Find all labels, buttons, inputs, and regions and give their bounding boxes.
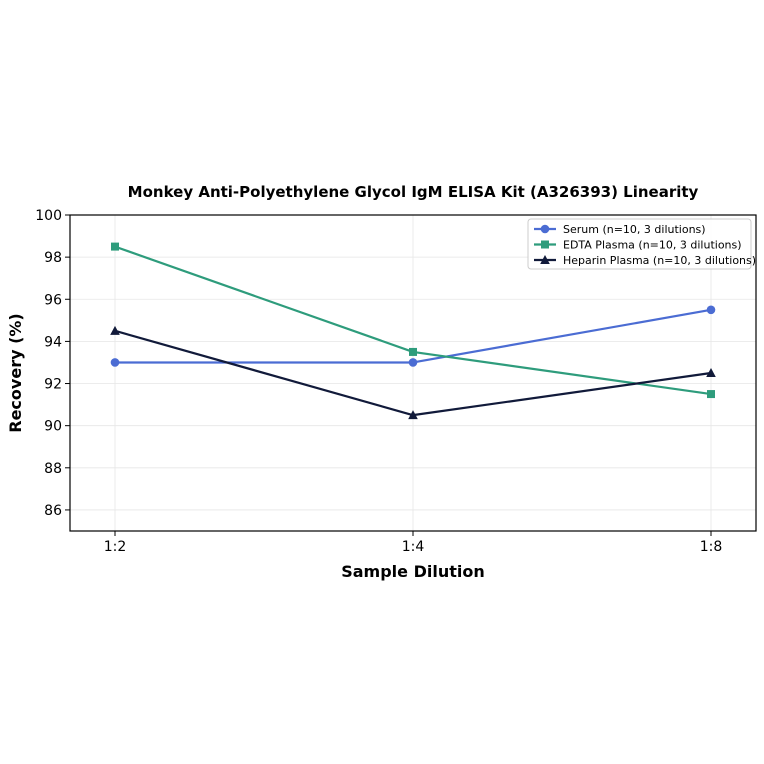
x-tick-label: 1:2 [104,539,127,555]
x-axis-label: Sample Dilution [341,562,485,581]
x-tick-label: 1:4 [402,539,425,555]
data-point [707,390,715,399]
y-tick-label: 88 [44,461,62,477]
y-tick-label: 100 [35,208,62,224]
data-point [110,358,120,367]
series-layer [110,242,716,420]
series-3 [110,325,716,420]
data-point [706,305,716,315]
legend-box [527,218,752,270]
legend-marker [541,240,549,249]
legend-entry: Heparin Plasma (n=10, 3 dilutions) [534,254,756,267]
legend-label: EDTA Plasma (n=10, 3 dilutions) [563,239,742,252]
series-1 [110,305,716,367]
series-2 [111,242,715,399]
x-tick-label: 1:8 [700,539,723,555]
legend-marker [540,255,550,264]
data-point [408,410,418,420]
data-point [110,325,120,335]
y-tick-label: 96 [44,292,62,308]
y-tick-label: 94 [44,334,62,350]
y-tick-label: 92 [44,377,62,393]
data-point [408,358,418,367]
legend-entry: EDTA Plasma (n=10, 3 dilutions) [534,239,742,252]
data-point [409,347,417,356]
axis-ticks: 86 88 90 92 94 96 98 100 1:2 1:4 1:8 [35,208,722,555]
data-point [706,368,716,377]
y-tick-label: 90 [44,419,62,435]
legend-label: Serum (n=10, 3 dilutions) [563,223,706,236]
legend-label: Heparin Plasma (n=10, 3 dilutions) [563,254,756,267]
y-tick-label: 86 [44,503,62,519]
y-axis-label: Recovery (%) [6,313,25,432]
chart-title: Monkey Anti-Polyethylene Glycol IgM ELIS… [128,183,699,201]
y-tick-label: 98 [44,250,62,266]
data-point [111,242,119,251]
legend-marker [540,224,550,234]
legend-entry: Serum (n=10, 3 dilutions) [534,223,706,236]
legend: Serum (n=10, 3 dilutions) EDTA Plasma (n=… [527,218,756,270]
